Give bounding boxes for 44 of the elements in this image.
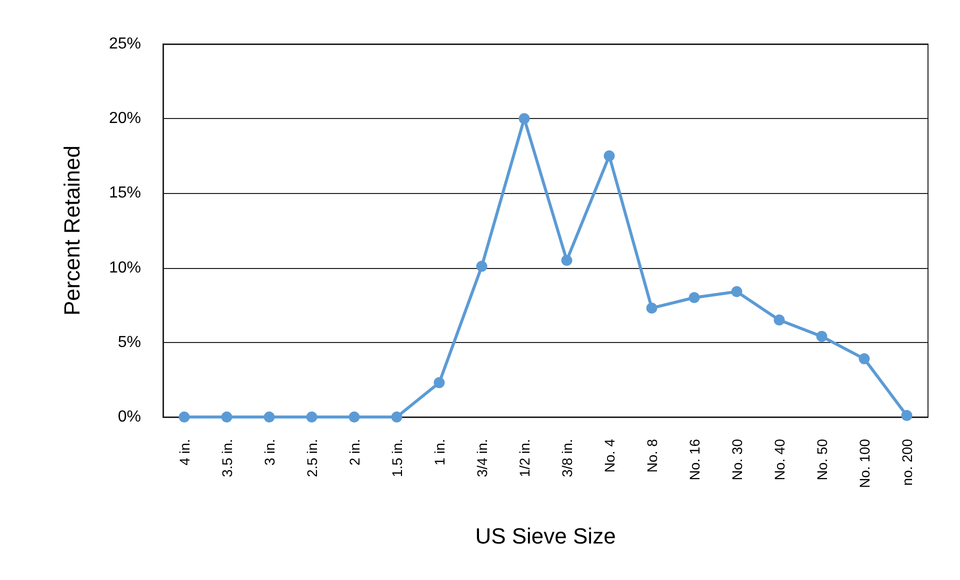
- y-tick-label: 25%: [108, 36, 141, 52]
- point: [348, 412, 360, 422]
- x-tick-label: 1.5 in.: [388, 439, 405, 478]
- y-tick-label: 10%: [108, 259, 141, 276]
- x-tick-label: No. 4: [601, 438, 618, 472]
- point: [221, 412, 232, 422]
- x-tick-label: No. 100: [856, 438, 872, 488]
- y-tick-label: 15%: [108, 184, 141, 202]
- point: [688, 292, 700, 304]
- point: [731, 286, 742, 298]
- y-tick-label: 5%: [118, 334, 141, 351]
- x-tick-label: 3.5 in.: [218, 439, 235, 478]
- x-axis-title: US Sieve Size: [475, 524, 616, 548]
- point: [518, 113, 530, 124]
- point: [604, 150, 615, 162]
- x-tick-label: No. 16: [686, 438, 702, 480]
- x-tick-label: No. 40: [771, 438, 788, 480]
- y-tick-label: 20%: [108, 110, 141, 128]
- x-tick-label: 4 in.: [176, 439, 192, 466]
- x-tick-label: 3 in.: [261, 439, 278, 466]
- point: [561, 254, 572, 266]
- y-tick-label: 0%: [118, 408, 141, 426]
- point: [306, 412, 318, 422]
- x-tick-label: No. 50: [814, 438, 830, 480]
- x-tick-label: 3/8 in.: [558, 439, 575, 478]
- point: [901, 410, 912, 422]
- point: [646, 302, 658, 314]
- x-tick-label: 2.5 in.: [304, 439, 320, 478]
- y-axis-title: Percent Retained: [60, 146, 84, 316]
- x-tick-label: No. 30: [728, 438, 745, 480]
- x-tick-label: 3/4 in.: [474, 439, 490, 478]
- point: [264, 412, 275, 422]
- point: [178, 412, 190, 422]
- x-tick-label: 2 in.: [346, 439, 362, 466]
- point: [476, 260, 488, 272]
- point: [391, 412, 402, 422]
- x-tick-label: 1/2 in.: [516, 439, 532, 478]
- point: [858, 353, 870, 364]
- point: [774, 314, 785, 326]
- x-tick-label: No. 8: [644, 438, 660, 472]
- point: [434, 377, 445, 388]
- point: [816, 330, 828, 342]
- x-tick-label: no. 200: [898, 438, 915, 486]
- x-tick-label: 1 in.: [431, 439, 448, 466]
